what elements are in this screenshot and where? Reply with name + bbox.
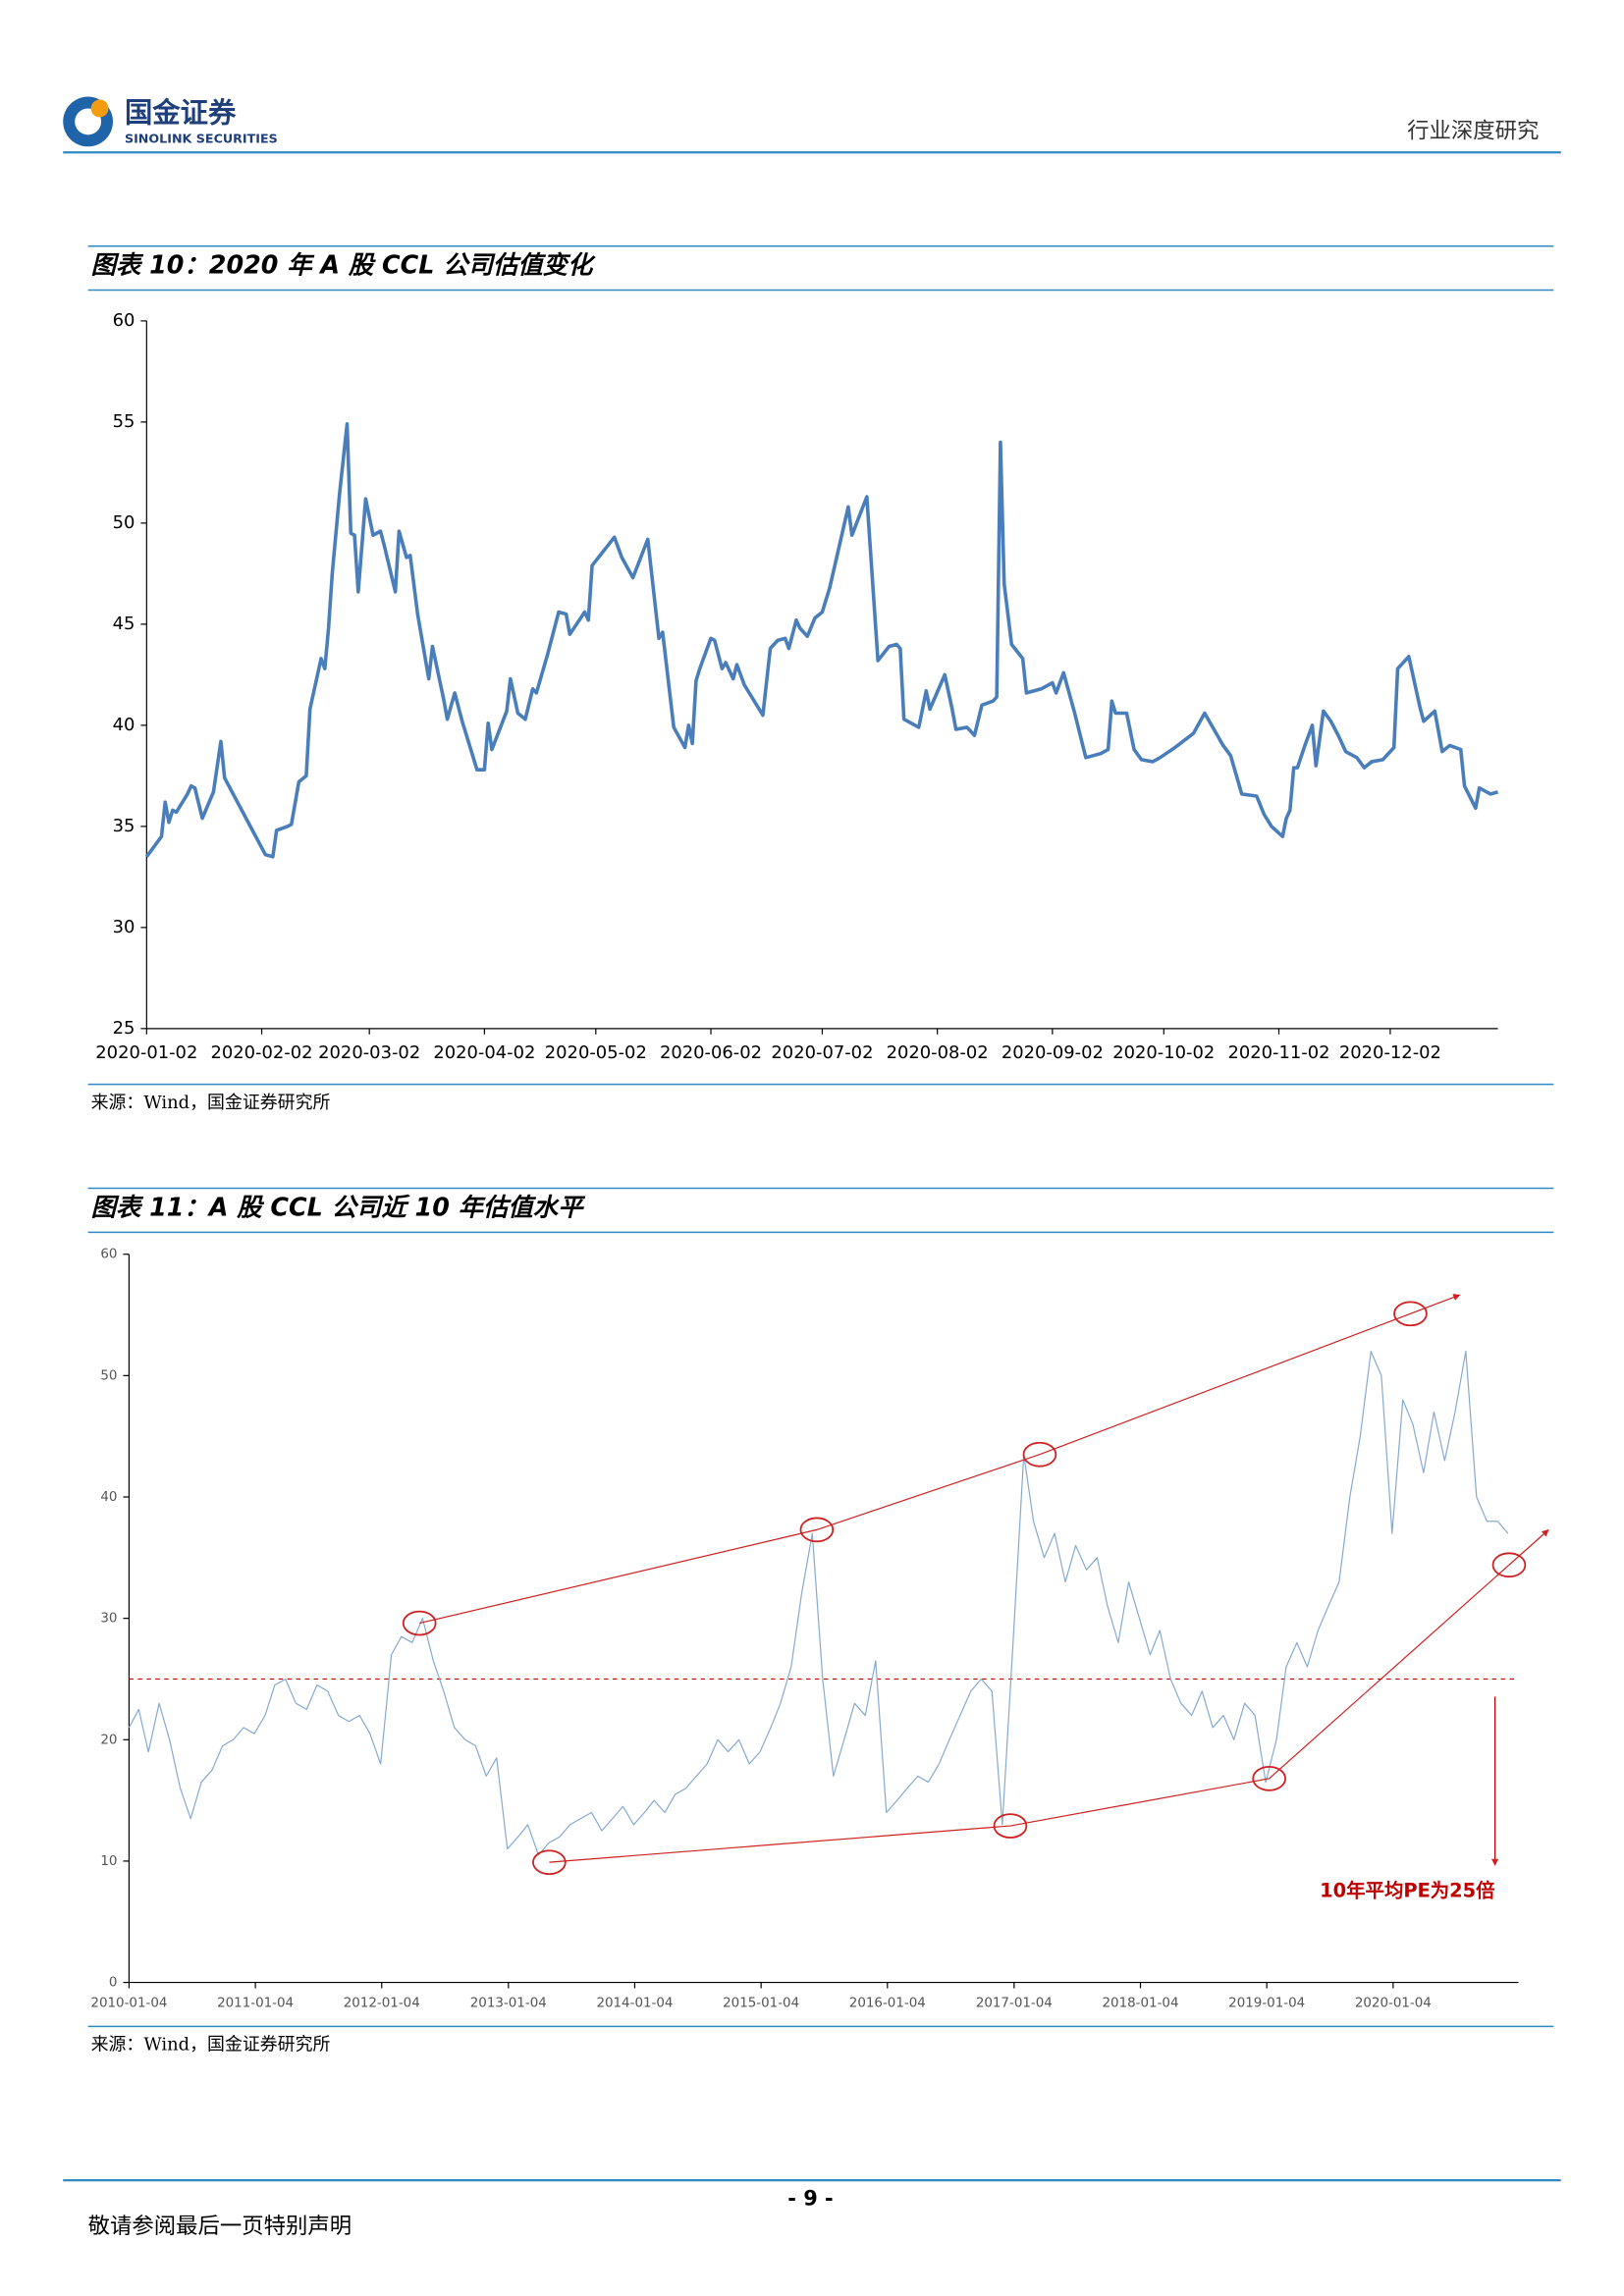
chart-title: 图表 10：2020 年 A 股 CCL 公司估值变化 — [91, 250, 596, 280]
y-tick-label: 40 — [100, 1490, 117, 1505]
x-tick-label: 2010-01-04 — [90, 1996, 167, 2010]
y-tick-label: 30 — [100, 1612, 117, 1627]
y-tick-label: 55 — [113, 411, 135, 432]
x-tick-label: 2018-01-04 — [1102, 1996, 1178, 2010]
y-tick-label: 10 — [100, 1854, 117, 1869]
x-tick-label: 2020-01-04 — [1355, 1996, 1432, 2010]
disclaimer: 敬请参阅最后一页特别声明 — [88, 2214, 352, 2239]
x-tick-label: 2020-03-02 — [318, 1042, 420, 1063]
trend-line — [419, 1312, 1411, 1625]
x-tick-label: 2020-08-02 — [887, 1042, 989, 1063]
report-type: 行业深度研究 — [1407, 118, 1539, 143]
x-tick-label: 2011-01-04 — [217, 1996, 294, 2010]
highlight-circle — [1022, 1441, 1057, 1468]
x-tick-label: 2020-04-02 — [433, 1042, 535, 1063]
trend-arrow — [1410, 1294, 1461, 1314]
y-tick-label: 60 — [100, 1248, 117, 1262]
reference-label: 10年平均PE为25倍 — [1320, 1880, 1494, 1902]
y-tick-label: 40 — [113, 715, 135, 735]
y-tick-label: 50 — [100, 1368, 117, 1383]
highlight-circle — [1252, 1766, 1286, 1791]
highlight-circle — [1393, 1301, 1428, 1327]
highlight-circle — [1491, 1552, 1527, 1578]
x-tick-label: 2017-01-04 — [976, 1996, 1053, 2010]
trend-line — [549, 1564, 1510, 1863]
highlight-circle — [402, 1610, 437, 1636]
y-tick-label: 0 — [109, 1976, 118, 1991]
y-tick-label: 35 — [113, 816, 135, 836]
page-number: - 9 - — [787, 2186, 833, 2210]
chart-source: 来源：Wind，国金证券研究所 — [91, 2035, 331, 2056]
x-tick-label: 2020-01-02 — [95, 1042, 197, 1063]
company-name: 国金证券 — [125, 96, 237, 129]
y-tick-label: 25 — [113, 1018, 135, 1039]
y-tick-label: 30 — [113, 917, 135, 937]
company-name-en: SINOLINK SECURITIES — [125, 131, 278, 145]
chart-title: 图表 11：A 股 CCL 公司近 10 年估值水平 — [91, 1192, 587, 1221]
x-tick-label: 2014-01-04 — [596, 1996, 673, 2010]
x-tick-label: 2020-12-02 — [1339, 1042, 1441, 1063]
highlight-circle — [993, 1813, 1028, 1839]
chart-source: 来源：Wind，国金证券研究所 — [91, 1093, 331, 1113]
series-line — [128, 1351, 1509, 1856]
y-tick-label: 45 — [113, 614, 135, 634]
x-tick-label: 2019-01-04 — [1228, 1996, 1305, 2010]
y-tick-label: 20 — [100, 1733, 117, 1747]
x-tick-label: 2012-01-04 — [344, 1996, 420, 2010]
x-tick-label: 2020-02-02 — [210, 1042, 312, 1063]
x-tick-label: 2015-01-04 — [723, 1996, 799, 2010]
x-tick-label: 2020-07-02 — [771, 1042, 873, 1063]
x-tick-label: 2013-01-04 — [470, 1996, 547, 2010]
x-tick-label: 2016-01-04 — [849, 1996, 926, 2010]
y-tick-label: 50 — [113, 512, 135, 533]
logo — [63, 96, 114, 147]
highlight-circle — [532, 1849, 567, 1876]
series-line — [144, 422, 1499, 859]
highlight-circle — [799, 1517, 835, 1543]
trend-arrow — [1508, 1529, 1549, 1566]
x-tick-label: 2020-05-02 — [545, 1042, 647, 1063]
x-tick-label: 2020-10-02 — [1112, 1042, 1215, 1063]
y-tick-label: 60 — [113, 310, 135, 331]
x-tick-label: 2020-11-02 — [1227, 1042, 1329, 1063]
x-tick-label: 2020-06-02 — [660, 1042, 762, 1063]
x-tick-label: 2020-09-02 — [1001, 1042, 1104, 1063]
